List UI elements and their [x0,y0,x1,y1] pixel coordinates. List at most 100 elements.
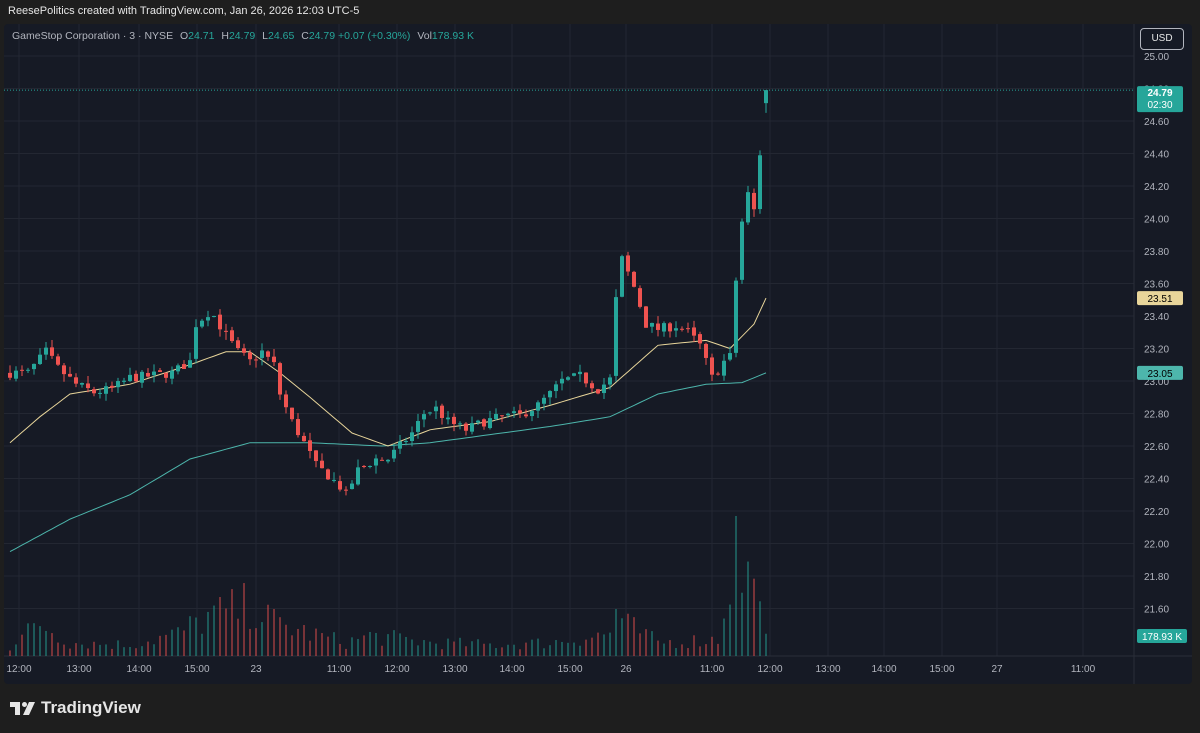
candle-body [722,360,726,376]
candle-body [452,416,456,424]
candle-body [644,306,648,328]
volume-bar [543,648,545,656]
price-tick-label: 23.00 [1144,377,1169,388]
volume-bar [45,630,47,656]
price-tick-label: 22.60 [1144,442,1169,453]
ohlc-legend: GameStop Corporation · 3 · NYSE O24.71 H… [12,30,474,42]
candle-body [68,373,72,377]
close-label: C [301,30,309,42]
volume-bar [183,630,185,656]
volume-bar [177,627,179,656]
candle-body [170,370,174,379]
volume-bar [555,640,557,656]
candle-body [362,465,366,467]
volume-bar [195,617,197,656]
volume-bar [381,645,383,656]
tradingview-brand[interactable]: TradingView [10,698,141,718]
volume-bar [21,634,23,656]
volume-bar [531,639,533,656]
price-tick-label: 23.20 [1144,345,1169,356]
volume-bar [447,638,449,656]
candle-body [344,489,348,491]
volume-bar [393,630,395,656]
candle-body [44,347,48,355]
high-value: 24.79 [228,30,256,42]
chart-pane[interactable]: GameStop Corporation · 3 · NYSE O24.71 H… [4,24,1192,684]
moving-average-fast [9,297,767,447]
price-tick-label: 22.20 [1144,507,1169,518]
candle-body [266,351,270,357]
volume-bar [165,634,167,656]
currency-button[interactable]: USD [1140,28,1184,50]
candle-body [332,479,336,481]
open-label: O [180,30,189,42]
candle-body [302,435,306,442]
time-tick-label: 14:00 [871,664,896,675]
candle-body [218,314,222,330]
candle-body [476,420,480,423]
volume-bar [687,648,689,656]
volume-bar [345,648,347,656]
candle-body [374,458,378,466]
price-tick-label: 24.60 [1144,117,1169,128]
price-tick-label: 23.60 [1144,280,1169,291]
volume-bar [75,643,77,656]
volume-bar [513,644,515,656]
candle-body [518,410,522,414]
symbol-title[interactable]: GameStop Corporation · 3 · NYSE [12,30,174,42]
candle-body [428,412,432,414]
top-bar: ReesePolitics created with TradingView.c… [0,0,1200,24]
volume-bar [621,618,623,656]
candle-body [38,354,42,365]
attribution-text: ReesePolitics created with TradingView.c… [8,5,360,17]
candle-body [326,469,330,480]
candle-body [176,365,180,372]
volume-bar [747,561,749,656]
volume-value: 178.93 K [431,30,474,42]
time-tick-label: 26 [620,664,632,675]
candle-body [464,423,468,431]
candle-body [314,450,318,462]
volume-bar [111,648,113,656]
candle-body [200,320,204,327]
candle-body [296,419,300,436]
candle-body [692,327,696,336]
candle-body [704,343,708,358]
volume-bar [159,635,161,656]
volume-bar [411,639,413,656]
price-tick-label: 21.80 [1144,572,1169,583]
price-chart[interactable]: 25.0024.8024.6024.4024.2024.0023.8023.60… [4,24,1192,684]
candle-body [458,423,462,425]
time-tick-label: 27 [991,664,1003,675]
volume-bar [285,624,287,656]
candle-body [620,256,624,297]
ma-slow-value: 23.05 [1147,369,1172,380]
volume-bar [699,646,701,656]
candle-body [500,415,504,417]
time-tick-label: 23 [250,664,262,675]
candle-body [548,391,552,398]
price-tick-label: 25.00 [1144,52,1169,63]
time-tick-label: 12:00 [384,664,409,675]
volume-bar [471,641,473,656]
candle-body [416,421,420,432]
volume-tag [1137,629,1187,643]
candle-body [698,334,702,344]
volume-bar [627,613,629,656]
candle-body [554,384,558,392]
volume-bar [645,629,647,656]
volume-bar [519,649,521,656]
candle-body [158,370,162,372]
candle-body [194,327,198,359]
low-value: 24.65 [268,30,295,42]
volume-bar [93,641,95,656]
candle-body [236,340,240,349]
time-tick-label: 13:00 [815,664,840,675]
volume-bar [591,637,593,656]
volume-label: Vol [417,30,432,42]
candle-countdown: 02:30 [1147,100,1172,111]
volume-bar [249,628,251,656]
volume-bar [339,643,341,656]
candle-body [308,440,312,451]
volume-bar [417,645,419,656]
